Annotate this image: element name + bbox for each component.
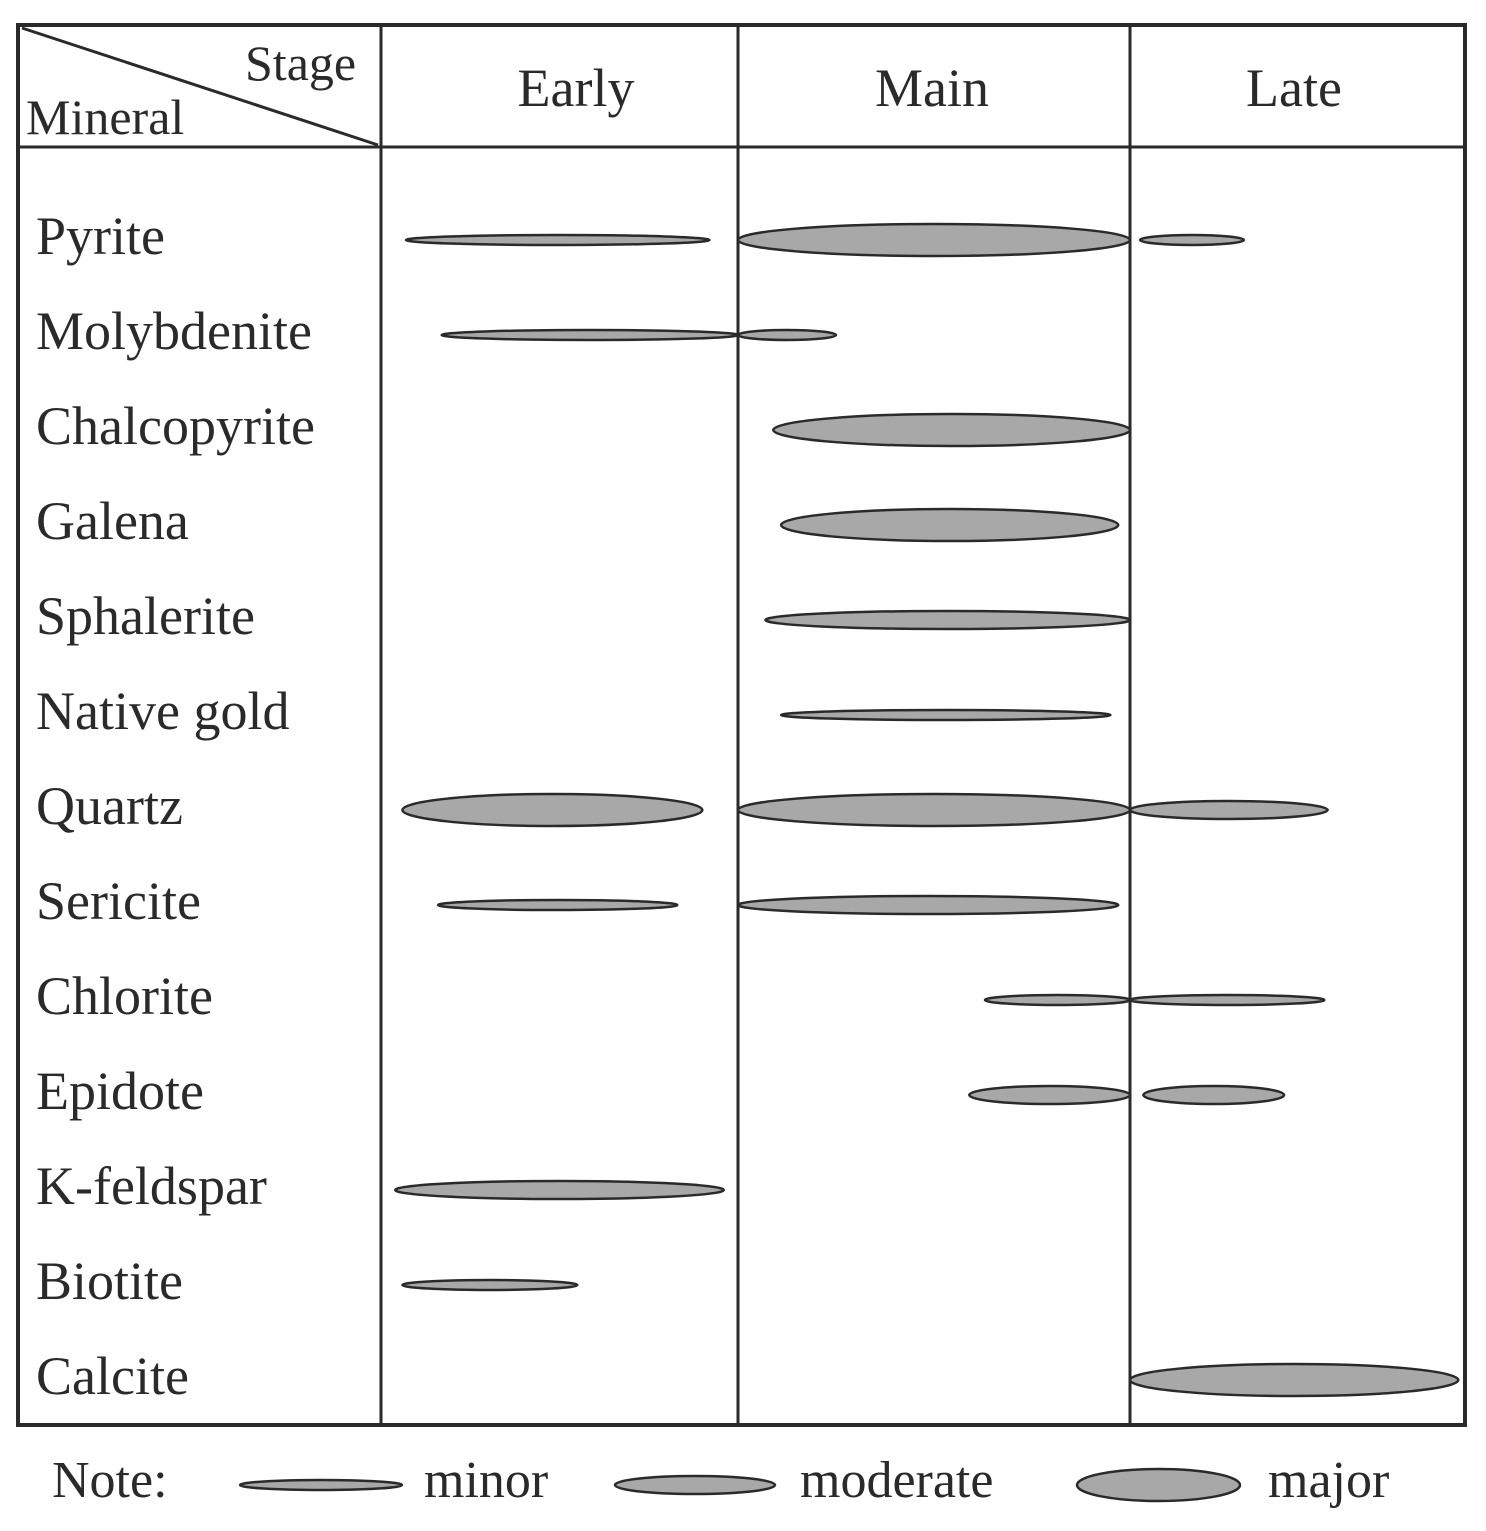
bar-quartz-main-major (736, 792, 1132, 828)
legend-symbol-major (1075, 1467, 1242, 1503)
legend-symbol-minor (238, 1478, 404, 1492)
mineral-label-native-gold: Native gold (36, 681, 289, 741)
mineral-label-chalcopyrite: Chalcopyrite (36, 396, 315, 456)
bar-galena-main-major (779, 507, 1120, 543)
legend-label-minor: minor (424, 1452, 548, 1509)
bar-epidote-main-moderate (968, 1084, 1132, 1106)
stage-axis-label: Stage (245, 35, 356, 91)
bar-sphalerite-main-moderate (764, 609, 1132, 631)
stage-header-late: Late (1246, 58, 1342, 118)
bar-sericite-main-moderate (736, 894, 1120, 916)
stage-header-early: Early (518, 58, 635, 118)
bar-native-gold-main-minor (779, 708, 1112, 722)
mineral-label-biotite: Biotite (36, 1251, 183, 1311)
mineral-label-sericite: Sericite (36, 871, 201, 931)
bar-chlorite-main-minor (983, 993, 1132, 1007)
stage-header-main: Main (875, 58, 989, 118)
mineral-label-calcite: Calcite (36, 1346, 189, 1406)
mineral-label-quartz: Quartz (36, 776, 183, 836)
table-frame (16, 23, 1467, 1427)
bar-epidote-late-moderate (1142, 1084, 1286, 1106)
header-diagonal (21, 26, 379, 147)
bar-calcite-late-major (1128, 1362, 1460, 1398)
mineral-label-chlorite: Chlorite (36, 966, 213, 1026)
mineral-label-galena: Galena (36, 491, 189, 551)
bar-sericite-early-minor (436, 898, 679, 912)
legend: Note: minor moderate major (52, 1452, 1389, 1509)
bar-biotite-early-minor (401, 1278, 579, 1292)
mineral-labels: Pyrite Molybdenite Chalcopyrite Galena Sphal… (36, 206, 315, 1406)
bar-molybdenite-main-minor (736, 328, 838, 342)
legend-symbol-moderate (613, 1474, 777, 1496)
bar-pyrite-late-minor (1138, 233, 1246, 247)
bar-pyrite-main-major (736, 222, 1132, 258)
bar-chlorite-late-minor (1128, 993, 1326, 1007)
bar-quartz-early-major (401, 792, 704, 828)
legend-label-major: major (1268, 1452, 1389, 1509)
bar-molybdenite-early-minor (440, 328, 740, 342)
bar-pyrite-early-minor (404, 233, 711, 247)
bar-k-feldspar-early-moderate (394, 1179, 725, 1201)
abundance-bars (394, 222, 1460, 1398)
bar-quartz-late-moderate (1128, 799, 1329, 821)
mineral-label-epidote: Epidote (36, 1061, 204, 1121)
legend-label-moderate: moderate (800, 1452, 993, 1509)
bar-chalcopyrite-main-major (772, 412, 1132, 448)
legend-note-label: Note: (52, 1452, 168, 1509)
mineral-label-sphalerite: Sphalerite (36, 586, 255, 646)
mineral-axis-label: Mineral (26, 89, 184, 145)
mineral-label-pyrite: Pyrite (36, 206, 165, 266)
mineral-label-k-feldspar: K-feldspar (36, 1156, 267, 1216)
mineral-label-molybdenite: Molybdenite (36, 301, 312, 361)
